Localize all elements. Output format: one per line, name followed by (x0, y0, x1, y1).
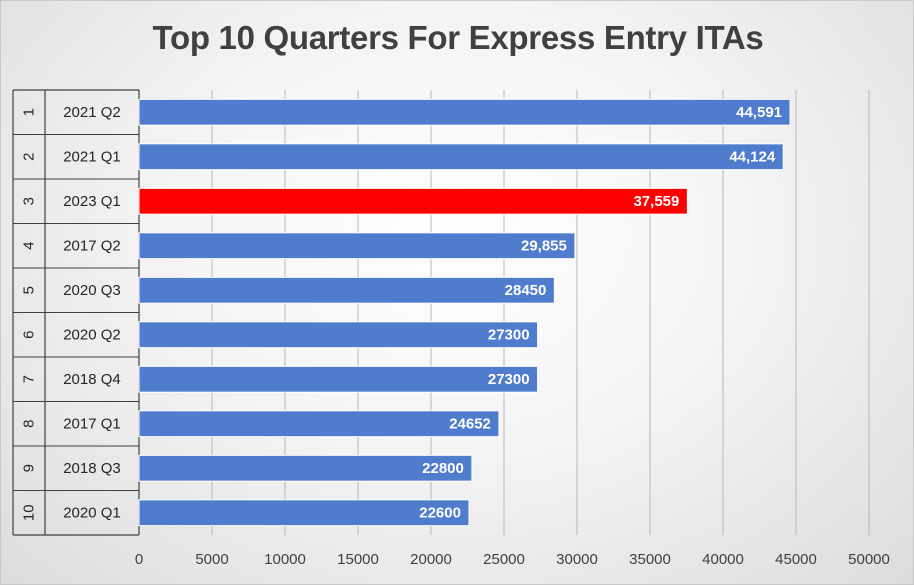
category-label: 2020 Q1 (63, 504, 121, 521)
bar (138, 365, 539, 393)
data-label: 24652 (449, 415, 491, 432)
rank-label: 4 (21, 242, 38, 250)
category-axis: 1 2021 Q2 2 2021 Q1 3 2023 Q1 4 2017 Q2 5 2020 Q3… (12, 89, 140, 536)
rank-label: 7 (21, 375, 38, 383)
category-label: 2023 Q1 (63, 193, 121, 210)
rank-label: 10 (21, 504, 38, 521)
bar (138, 499, 470, 527)
rank-label: 5 (21, 286, 38, 294)
x-tick-label: 30000 (556, 551, 598, 568)
category-label: 2020 Q3 (63, 282, 121, 299)
category-label: 2017 Q2 (63, 237, 121, 254)
data-label: 22800 (422, 460, 464, 477)
rank-label: 9 (21, 464, 38, 472)
chart-title: Top 10 Quarters For Express Entry ITAs (152, 19, 764, 56)
x-tick-label: 45000 (775, 551, 817, 568)
category-label: 2020 Q2 (63, 326, 121, 343)
x-tick-label: 15000 (337, 551, 379, 568)
rank-label: 2 (21, 153, 38, 161)
x-tick-label: 50000 (848, 551, 890, 568)
rank-label: 1 (21, 108, 38, 116)
data-label: 27300 (488, 326, 530, 343)
x-tick-label: 20000 (410, 551, 452, 568)
x-tick-label: 0 (135, 551, 143, 568)
category-label: 2018 Q4 (63, 371, 121, 388)
bar (138, 187, 688, 215)
bar-series (138, 98, 791, 527)
rank-label: 8 (21, 420, 38, 428)
category-label: 2021 Q1 (63, 148, 121, 165)
bar (138, 232, 576, 260)
bar (138, 410, 500, 438)
rank-label: 6 (21, 331, 38, 339)
bar (138, 143, 784, 171)
x-axis-ticks: 0 5000 10000 15000 20000 25000 30000 35000 40000… (135, 551, 890, 568)
category-label: 2018 Q3 (63, 460, 121, 477)
data-label: 29,855 (521, 237, 567, 254)
bar (138, 321, 539, 349)
bar (138, 98, 791, 126)
x-tick-label: 35000 (629, 551, 671, 568)
x-tick-label: 5000 (195, 551, 228, 568)
bar (138, 276, 555, 304)
data-label: 28450 (505, 282, 547, 299)
category-label: 2017 Q1 (63, 415, 121, 432)
data-label: 37,559 (633, 193, 679, 210)
category-label: 2021 Q2 (63, 104, 121, 121)
x-tick-label: 10000 (264, 551, 306, 568)
data-label: 44,124 (729, 148, 776, 165)
rank-label: 3 (21, 197, 38, 205)
data-label: 22600 (419, 504, 461, 521)
data-label: 27300 (488, 371, 530, 388)
data-label: 44,591 (736, 104, 782, 121)
x-tick-label: 25000 (483, 551, 525, 568)
data-labels: 44,591 44,124 37,559 29,855 28450 27300 27300 2… (419, 104, 782, 522)
bar (138, 454, 473, 482)
x-tick-label: 40000 (702, 551, 744, 568)
